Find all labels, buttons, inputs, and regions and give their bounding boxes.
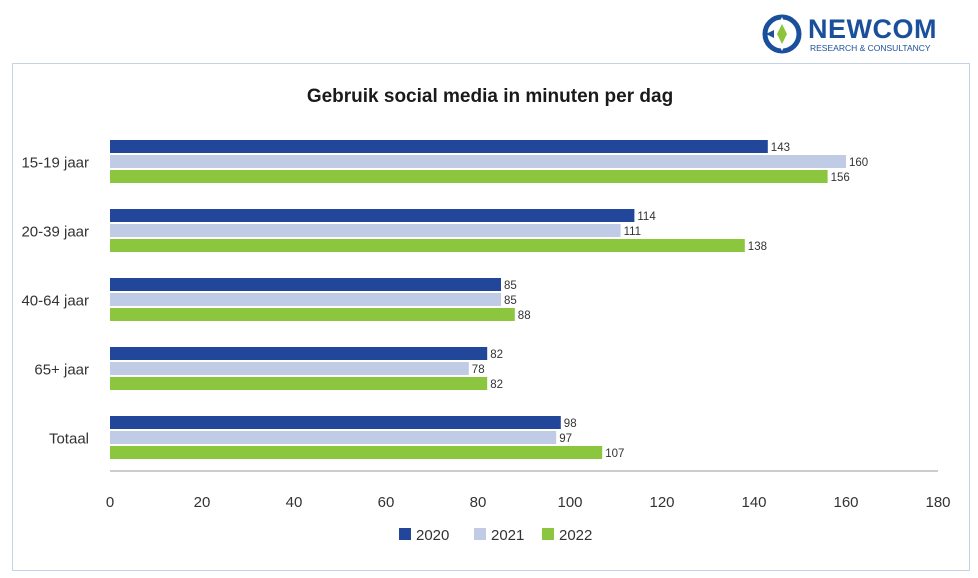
chart-frame: Gebruik social media in minuten per dag 1…: [12, 63, 970, 571]
legend-label: 2021: [491, 527, 524, 544]
x-tick-label: 20: [194, 494, 211, 511]
chart-title: Gebruik social media in minuten per dag: [307, 86, 673, 107]
category-label: Totaal: [49, 431, 89, 448]
bar-2021: [110, 431, 557, 444]
data-label: 88: [518, 310, 531, 322]
data-label: 143: [771, 142, 790, 154]
legend-label: 2022: [559, 527, 592, 544]
bar-2021: [110, 362, 469, 375]
x-tick-label: 40: [286, 494, 303, 511]
bar-2021: [110, 155, 846, 168]
bar-2020: [110, 278, 501, 291]
legend-swatch-2022: [542, 528, 554, 540]
category-label: 40-64 jaar: [21, 293, 89, 310]
x-tick-label: 100: [557, 494, 582, 511]
x-tick-label: 120: [649, 494, 674, 511]
legend-swatch-2021: [474, 528, 486, 540]
bar-2020: [110, 209, 635, 222]
newcom-logo: NEWCOM RESEARCH & CONSULTANCY: [760, 10, 970, 58]
data-label: 160: [849, 157, 868, 169]
x-tick-label: 140: [741, 494, 766, 511]
x-tick-label: 80: [470, 494, 487, 511]
x-tick-label: 180: [925, 494, 950, 511]
bar-2020: [110, 347, 488, 360]
bar-chart: Gebruik social media in minuten per dag 1…: [21, 86, 950, 544]
bar-2022: [110, 377, 488, 390]
newcom-logo-icon: [762, 14, 802, 54]
data-label: 82: [490, 349, 503, 361]
bar-2022: [110, 239, 745, 252]
logo-tagline: RESEARCH & CONSULTANCY: [810, 43, 931, 53]
data-label: 97: [559, 433, 572, 445]
data-label: 85: [504, 295, 517, 307]
x-tick-label: 0: [106, 494, 114, 511]
bar-2021: [110, 293, 501, 306]
category-label: 65+ jaar: [34, 362, 89, 379]
data-label: 85: [504, 280, 517, 292]
data-label: 138: [748, 241, 767, 253]
category-label: 20-39 jaar: [21, 224, 89, 241]
bar-2022: [110, 308, 515, 321]
bar-2022: [110, 446, 603, 459]
data-label: 111: [624, 226, 641, 238]
bar-2020: [110, 416, 561, 429]
data-label: 107: [605, 448, 624, 460]
bar-2022: [110, 170, 828, 183]
x-tick-label: 160: [833, 494, 858, 511]
legend-label: 2020: [416, 527, 449, 544]
logo-name: NEWCOM: [808, 14, 937, 44]
bar-2021: [110, 224, 621, 237]
data-label: 78: [472, 364, 485, 376]
data-label: 114: [637, 211, 656, 223]
data-label: 98: [564, 418, 577, 430]
x-tick-label: 60: [378, 494, 395, 511]
data-label: 156: [831, 172, 850, 184]
legend-swatch-2020: [399, 528, 411, 540]
category-label: 15-19 jaar: [21, 155, 89, 172]
bar-2020: [110, 140, 768, 153]
data-label: 82: [490, 379, 503, 391]
